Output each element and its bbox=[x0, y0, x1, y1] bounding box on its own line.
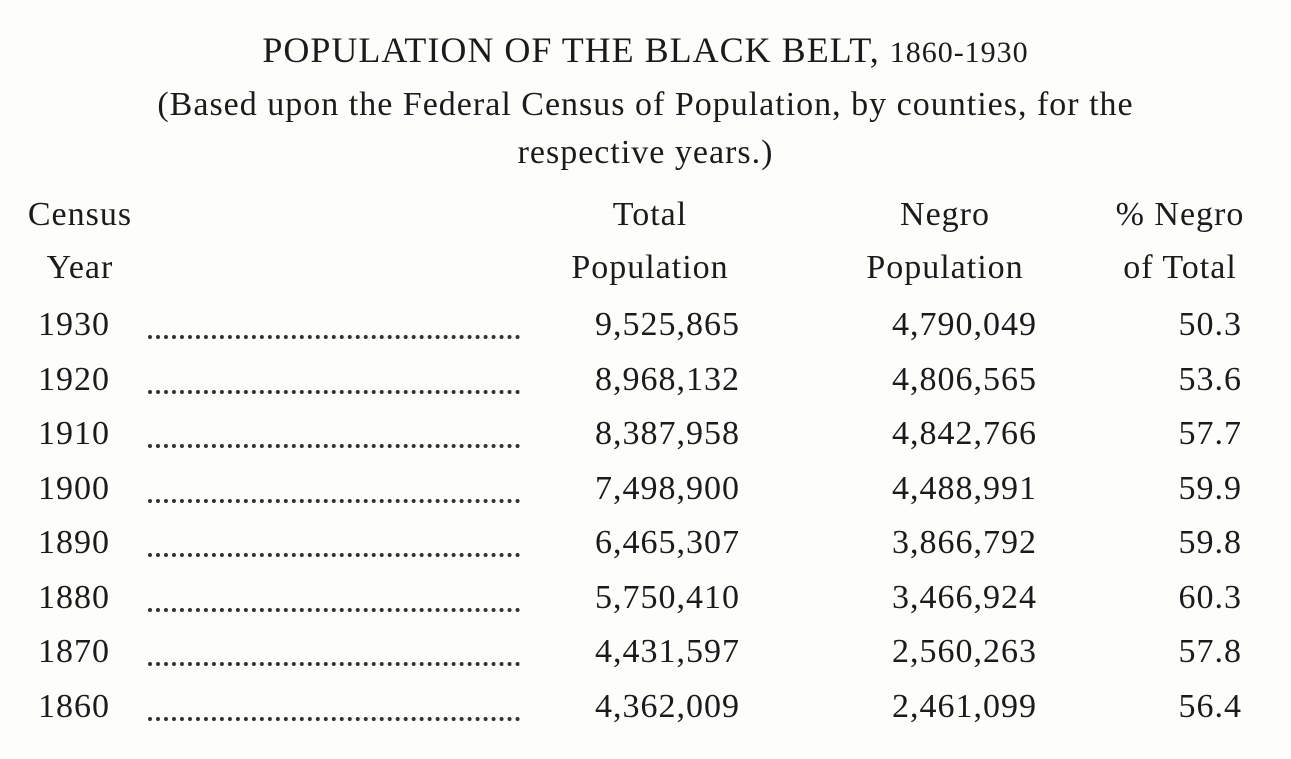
cell: 56.4 bbox=[1178, 687, 1242, 725]
cell: 3,466,924 bbox=[892, 578, 1037, 616]
title: POPULATION OF THE BLACK BELT, 1860-1930 bbox=[0, 30, 1291, 73]
cell: 7,498,900 bbox=[595, 469, 740, 507]
cell: 50.3 bbox=[1178, 306, 1242, 343]
cell: 4,431,597 bbox=[595, 633, 740, 670]
leader-dots bbox=[148, 335, 520, 339]
cell: 2,560,263 bbox=[892, 633, 1037, 670]
cell: 6,465,307 bbox=[595, 524, 740, 561]
cell: 59.8 bbox=[1178, 524, 1242, 561]
column-header: Negro bbox=[900, 196, 990, 233]
cell: 5,750,410 bbox=[595, 578, 740, 616]
cell: 4,362,009 bbox=[595, 687, 740, 725]
cell: 2,461,099 bbox=[892, 687, 1037, 725]
title-main: POPULATION OF THE BLACK BELT, bbox=[262, 30, 880, 70]
column-header: of Total bbox=[1123, 249, 1237, 286]
cell: 3,866,792 bbox=[892, 524, 1037, 561]
leader-dots bbox=[148, 444, 520, 448]
cell: 9,525,865 bbox=[595, 306, 740, 343]
leader-dots bbox=[148, 662, 520, 666]
cell: 57.7 bbox=[1178, 415, 1242, 452]
title-years: 1860-1930 bbox=[889, 36, 1029, 69]
census-year: 1860 bbox=[38, 687, 110, 725]
census-year: 1890 bbox=[38, 524, 110, 561]
subtitle-line: respective years.) bbox=[517, 134, 774, 171]
cell: 4,842,766 bbox=[892, 415, 1037, 452]
column-header: Population bbox=[571, 249, 729, 286]
cell: 60.3 bbox=[1178, 578, 1242, 616]
cell: 57.8 bbox=[1178, 633, 1242, 670]
leader-dots bbox=[148, 607, 520, 612]
leader-dots bbox=[148, 389, 520, 394]
cell: 8,387,958 bbox=[595, 415, 740, 452]
column-header: Population bbox=[866, 249, 1024, 286]
cell: 59.9 bbox=[1178, 469, 1242, 507]
cell: 8,968,132 bbox=[595, 360, 740, 398]
column-header: % Negro bbox=[1115, 196, 1245, 233]
leader-dots bbox=[148, 553, 520, 557]
cell: 4,806,565 bbox=[892, 360, 1037, 398]
census-year: 1910 bbox=[38, 415, 110, 452]
census-year: 1930 bbox=[38, 306, 110, 343]
column-header: Census bbox=[27, 196, 133, 233]
census-year: 1920 bbox=[38, 360, 110, 398]
cell: 53.6 bbox=[1178, 360, 1242, 398]
census-year: 1900 bbox=[38, 469, 110, 507]
leader-dots bbox=[148, 498, 520, 503]
cell: 4,790,049 bbox=[892, 306, 1037, 343]
leader-dots bbox=[148, 716, 520, 721]
cell: 4,488,991 bbox=[892, 469, 1037, 507]
census-year: 1880 bbox=[38, 578, 110, 616]
column-header: Year bbox=[46, 249, 114, 286]
census-year: 1870 bbox=[38, 633, 110, 670]
column-header: Total bbox=[612, 196, 688, 233]
subtitle-line: (Based upon the Federal Census of Popula… bbox=[157, 86, 1134, 123]
